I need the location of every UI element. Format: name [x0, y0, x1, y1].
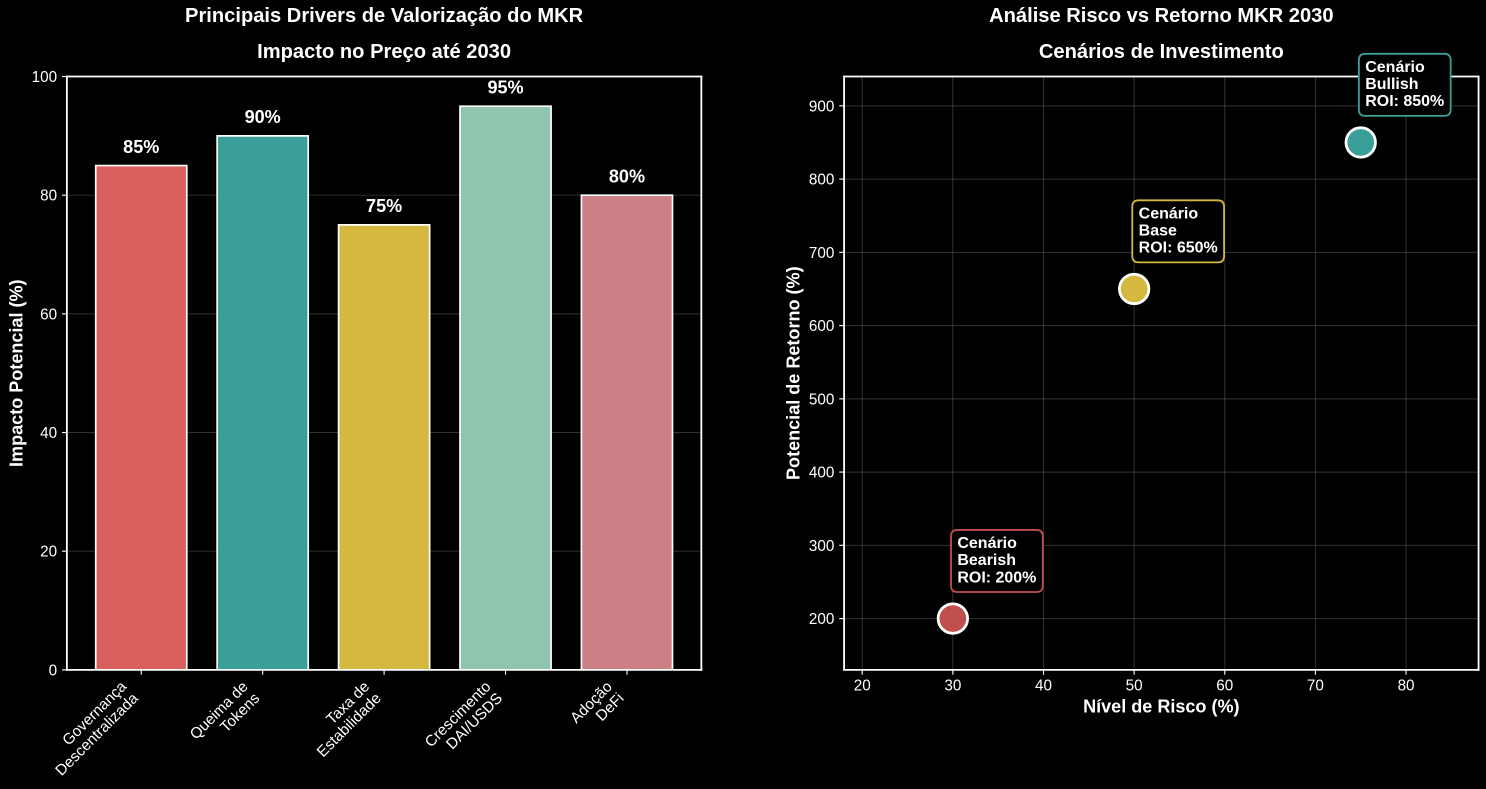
svg-text:100: 100 — [32, 69, 57, 86]
svg-text:30: 30 — [944, 678, 961, 695]
svg-text:0: 0 — [49, 662, 57, 679]
svg-text:20: 20 — [40, 544, 57, 561]
svg-text:80: 80 — [1398, 678, 1415, 695]
svg-text:40: 40 — [1035, 678, 1052, 695]
svg-text:40: 40 — [40, 425, 57, 442]
svg-text:70: 70 — [1307, 678, 1324, 695]
svg-text:200: 200 — [809, 611, 834, 628]
svg-text:85%: 85% — [123, 137, 159, 157]
svg-text:Potencial de Retorno (%): Potencial de Retorno (%) — [784, 266, 804, 480]
svg-text:50: 50 — [1126, 678, 1143, 695]
svg-text:80: 80 — [40, 188, 57, 205]
svg-text:900: 900 — [809, 98, 834, 115]
svg-text:Base: Base — [1139, 222, 1177, 239]
svg-text:Impacto Potencial (%): Impacto Potencial (%) — [6, 279, 26, 467]
svg-text:ROI: 850%: ROI: 850% — [1365, 93, 1444, 110]
svg-text:95%: 95% — [487, 78, 523, 98]
svg-text:75%: 75% — [366, 196, 402, 216]
svg-text:700: 700 — [809, 245, 834, 262]
svg-text:90%: 90% — [245, 107, 281, 127]
svg-text:20: 20 — [854, 678, 871, 695]
svg-text:Principais Drivers de Valoriza: Principais Drivers de Valorização do MKR — [185, 5, 584, 27]
svg-text:Análise Risco vs Retorno MKR 2: Análise Risco vs Retorno MKR 2030 — [989, 5, 1333, 27]
svg-text:Bullish: Bullish — [1365, 76, 1418, 93]
svg-text:60: 60 — [1216, 678, 1233, 695]
svg-text:800: 800 — [809, 172, 834, 189]
svg-text:Bearish: Bearish — [957, 552, 1016, 569]
svg-text:300: 300 — [809, 538, 834, 555]
svg-text:ROI: 650%: ROI: 650% — [1139, 240, 1218, 257]
svg-text:Impacto no Preço até 2030: Impacto no Preço até 2030 — [257, 41, 511, 63]
svg-text:Cenário: Cenário — [1365, 59, 1425, 76]
svg-text:ROI: 200%: ROI: 200% — [957, 569, 1036, 586]
svg-text:60: 60 — [40, 306, 57, 323]
svg-text:Cenários de Investimento: Cenários de Investimento — [1039, 41, 1284, 63]
svg-text:Nível de Risco (%): Nível de Risco (%) — [1083, 697, 1239, 717]
svg-text:80%: 80% — [609, 167, 645, 187]
svg-text:600: 600 — [809, 318, 834, 335]
svg-text:500: 500 — [809, 391, 834, 408]
svg-text:Cenário: Cenário — [957, 535, 1017, 552]
svg-text:Cenário: Cenário — [1139, 205, 1199, 222]
svg-text:400: 400 — [809, 465, 834, 482]
